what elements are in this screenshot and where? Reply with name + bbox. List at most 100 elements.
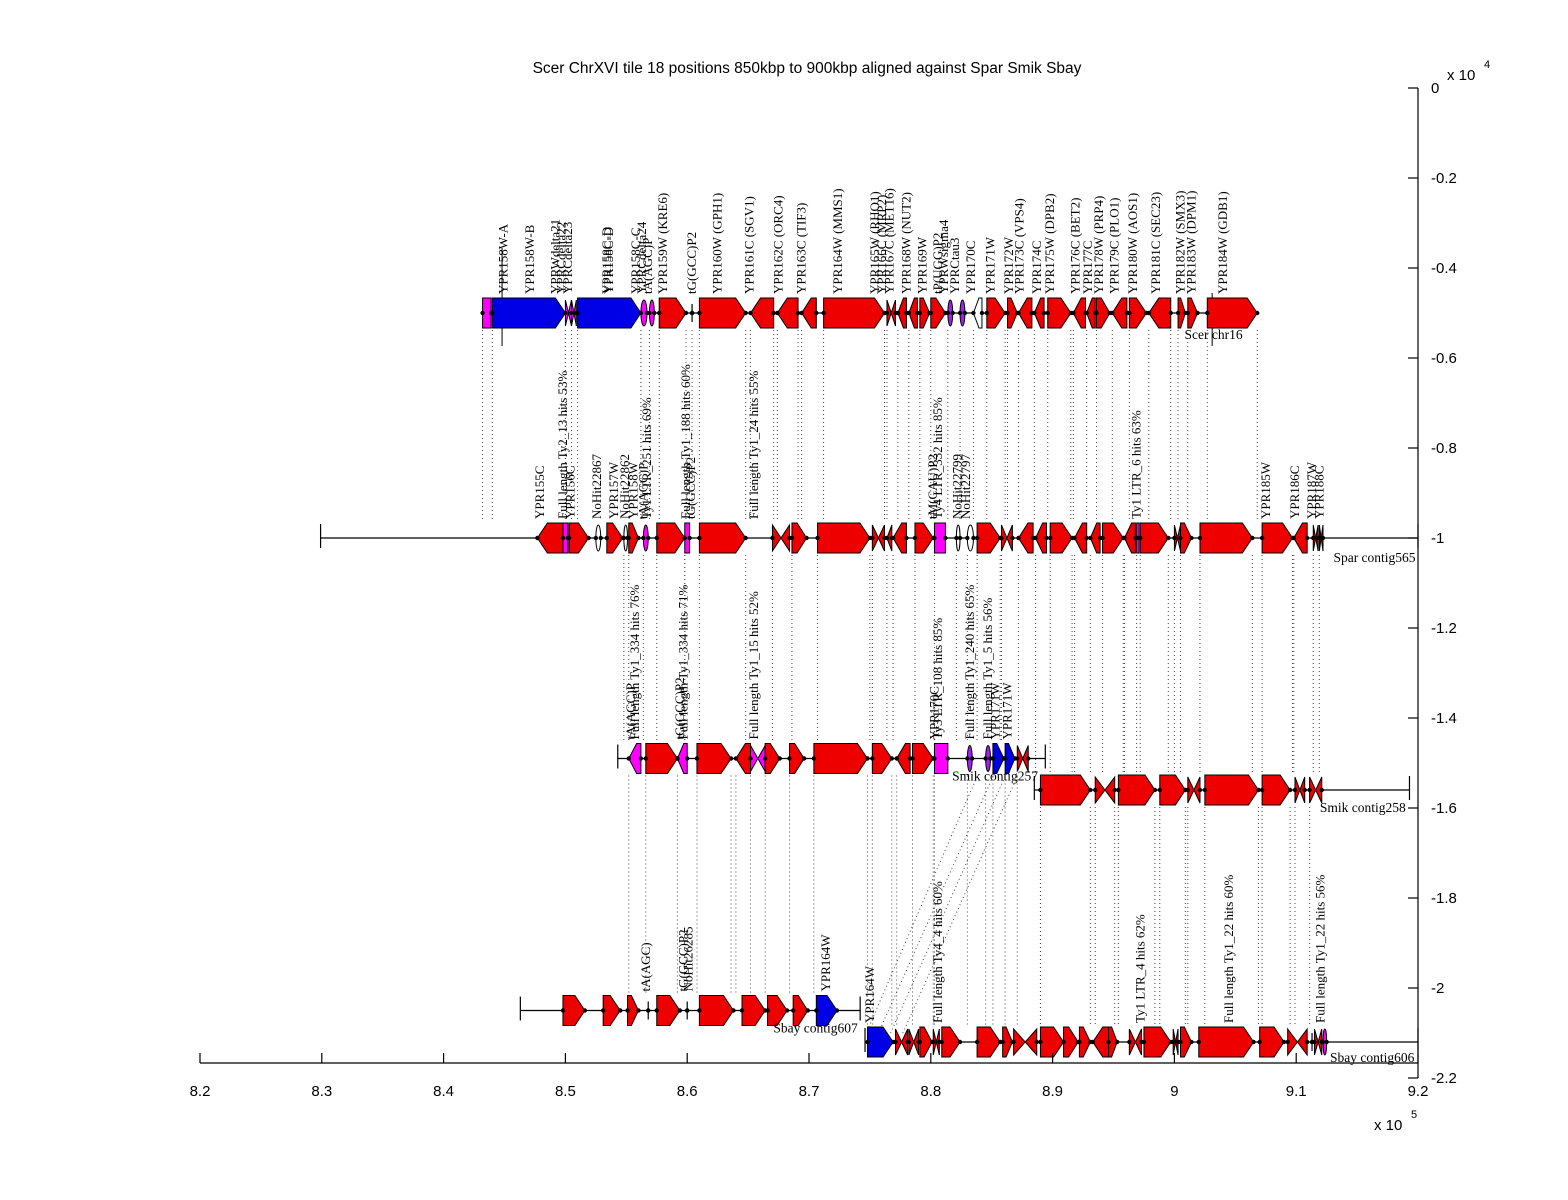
gene-junction-dot (1292, 787, 1298, 793)
gene-arrow (1073, 522, 1088, 554)
gene-junction-dot (1259, 787, 1265, 793)
gene-arrow (1033, 297, 1045, 329)
gene-junction-dot (1071, 310, 1076, 316)
gene-junction-dot (1015, 756, 1020, 761)
gene-junction-dot (1106, 1039, 1111, 1045)
gene-junction-dot (870, 535, 875, 541)
gene-junction-dot (1285, 1039, 1290, 1045)
gene-label: YPRCtau3 (947, 238, 962, 294)
x-tick-label: 8.6 (677, 1083, 698, 1100)
gene-arrow (568, 522, 590, 554)
gene-label: NoHit22862 (617, 454, 632, 519)
gene-junction-dot (1084, 310, 1089, 316)
gene-junction-dot (1320, 535, 1326, 541)
gene-arrow (817, 522, 871, 554)
gene-arrow (698, 522, 747, 554)
gene-junction-dot (870, 756, 875, 761)
gene-label: Full length Ty1_22 hits 60% (1221, 874, 1236, 1023)
gene-junction-dot (490, 310, 495, 316)
gene-arrow (696, 743, 732, 774)
gene-label: YPR160W (GPH1) (710, 193, 725, 294)
gene-arrow (1034, 522, 1048, 554)
gene-arrow (1123, 522, 1136, 554)
gene-junction-dot (1084, 535, 1089, 541)
gene-junction-dot (626, 756, 631, 761)
gene-arrow (1143, 1026, 1172, 1058)
gene-junction-dot (787, 756, 792, 761)
gene-label: YPRWdelta21 (548, 219, 563, 294)
y-tick-label: -2 (1431, 980, 1444, 997)
x-tick-label: 9.1 (1286, 1083, 1307, 1100)
gene-junction-dot (743, 310, 748, 316)
gene-label: YPR164W (MMS1) (830, 188, 845, 294)
gene-junction-dot (917, 310, 923, 316)
gene-arrow (1204, 774, 1260, 806)
gene-junction-dot (1000, 1039, 1005, 1045)
gene-junction-dot (586, 535, 591, 541)
gene-label: YPR177C (1080, 241, 1095, 294)
gene-junction-dot (1259, 535, 1265, 541)
gene-arrow (992, 743, 1005, 774)
gene-arrow (871, 743, 893, 774)
gene-junction-dot (1045, 310, 1050, 316)
gene-junction-dot (677, 1008, 683, 1013)
gene-junction-dot (1041, 310, 1047, 316)
gene-arrow (1187, 297, 1199, 329)
gene-junction-dot (575, 310, 580, 316)
gene-arrow (1199, 522, 1253, 554)
gene-label: YPRCdelta23 (560, 222, 575, 294)
gene-junction-dot (1178, 1039, 1183, 1045)
gene-arrow (1128, 297, 1147, 329)
gene-arrow (1179, 1026, 1193, 1058)
gene-junction-dot (1185, 310, 1190, 316)
gene-junction-dot (821, 310, 826, 316)
gene-label: Ty1 LTR_6 hits 63% (1129, 410, 1144, 519)
gene-junction-dot (1195, 310, 1200, 316)
gene-junction-dot (932, 756, 937, 761)
gene-junction-dot (962, 310, 968, 316)
gene-junction-dot (1072, 535, 1077, 541)
gene-junction-dot (1016, 535, 1021, 541)
gene-junction-dot (621, 535, 627, 541)
gene-label: NoHit22799 (950, 454, 965, 519)
gene-label: YPR164W (818, 934, 833, 992)
gene-junction-dot (654, 535, 659, 541)
gene-junction-dot (569, 310, 574, 316)
gene-arrow (1159, 774, 1186, 806)
gene-label: NoHit26285 (680, 927, 695, 992)
gene-junction-dot (638, 310, 644, 316)
gene-junction-dot (893, 1039, 898, 1045)
x-tick-label: 8.8 (920, 1083, 941, 1100)
gene-junction-dot (805, 1008, 810, 1013)
gene-junction-dot (604, 535, 610, 541)
gene-junction-dot (1110, 310, 1115, 316)
gene-junction-dot (1291, 535, 1296, 541)
gene-arrow (813, 743, 869, 774)
gene-junction-dot (1088, 535, 1093, 541)
gene-junction-dot (652, 310, 657, 316)
gene-arrow (1179, 522, 1193, 554)
gene-arrow (1072, 297, 1086, 329)
gene-arrow (1089, 522, 1101, 554)
gene-label: YPR186C (1287, 466, 1302, 519)
gene-junction-dot (641, 535, 646, 541)
gene-junction-dot (884, 310, 890, 316)
gene-arrow (1049, 522, 1073, 554)
gene-label: YPR184W (GDB1) (1215, 191, 1230, 294)
gene-label: Full length Ty1_5 hits 56% (980, 597, 995, 739)
gene-junction-dot (1112, 787, 1117, 793)
alignment-connector-line (890, 776, 1006, 1034)
gene-arrow (1111, 297, 1128, 329)
gene-arrow (1007, 297, 1018, 329)
gene-arrow (1095, 297, 1111, 329)
gene-label: tG(GCC)P2 (672, 677, 687, 739)
gene-label: YPR159W (KRE6) (655, 193, 670, 294)
gene-junction-dot (1127, 310, 1132, 316)
gene-arrow (698, 297, 747, 329)
gene-junction-dot (598, 535, 603, 541)
gene-arrow (897, 297, 907, 329)
gene-label: YPR158C-D (599, 227, 614, 294)
gene-arrow (1004, 743, 1016, 774)
gene-junction-dot (990, 756, 996, 761)
gene-label: YPR161C (SGV1) (741, 196, 756, 294)
